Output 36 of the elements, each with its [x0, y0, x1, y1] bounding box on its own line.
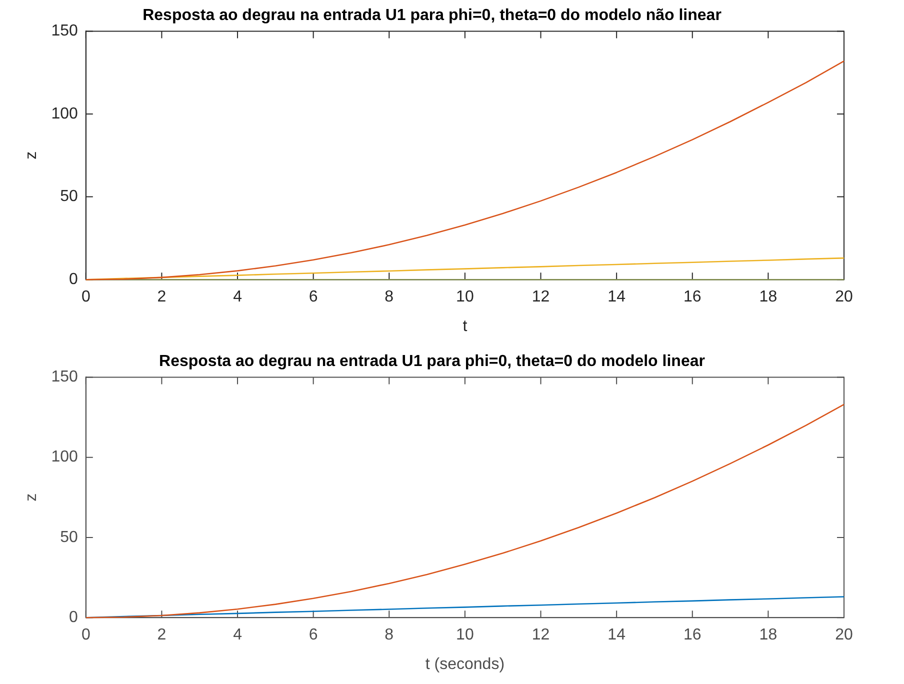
- x-tick-label: 2: [157, 288, 166, 306]
- x-tick-label: 18: [759, 288, 778, 306]
- x-tick-label: 16: [683, 288, 702, 306]
- x-tick-label: 10: [456, 288, 474, 306]
- x-tick-label: 20: [835, 288, 853, 306]
- x-tick-label: 8: [384, 288, 394, 306]
- y-tick-label: 150: [51, 22, 78, 40]
- y-tick-label: 50: [60, 528, 78, 546]
- x-tick-label: 0: [81, 626, 90, 644]
- chart-title: Resposta ao degrau na entrada U1 para phi=0, theta=0 do modelo não linear: [142, 7, 722, 24]
- x-tick-label: 14: [608, 288, 626, 306]
- x-tick-label: 16: [683, 626, 702, 644]
- y-tick-label: 0: [68, 271, 78, 288]
- y-tick-label: 50: [60, 188, 78, 206]
- x-tick-label: 4: [233, 288, 242, 306]
- x-tick-label: 14: [608, 626, 626, 644]
- x-tick-label: 20: [835, 626, 853, 644]
- x-axis-title: t: [462, 318, 468, 335]
- x-tick-label: 18: [759, 626, 778, 644]
- x-tick-label: 12: [532, 626, 550, 644]
- chart-title: Resposta ao degrau na entrada U1 para phi=0, theta=0 do modelo linear: [159, 353, 705, 370]
- y-axis-title: z: [23, 493, 40, 502]
- x-tick-label: 4: [233, 626, 242, 644]
- x-tick-label: 6: [308, 626, 318, 644]
- x-tick-label: 6: [308, 288, 318, 306]
- x-axis-title: t (seconds): [425, 656, 505, 673]
- x-tick-label: 0: [81, 288, 90, 306]
- x-tick-label: 10: [456, 626, 474, 644]
- y-tick-label: 150: [51, 368, 78, 386]
- y-tick-label: 100: [51, 448, 78, 466]
- y-tick-label: 100: [51, 105, 78, 122]
- x-tick-label: 8: [384, 626, 394, 644]
- x-tick-label: 2: [157, 626, 166, 644]
- y-tick-label: 0: [68, 609, 78, 626]
- y-axis-title: z: [23, 151, 40, 160]
- x-tick-label: 12: [532, 288, 550, 306]
